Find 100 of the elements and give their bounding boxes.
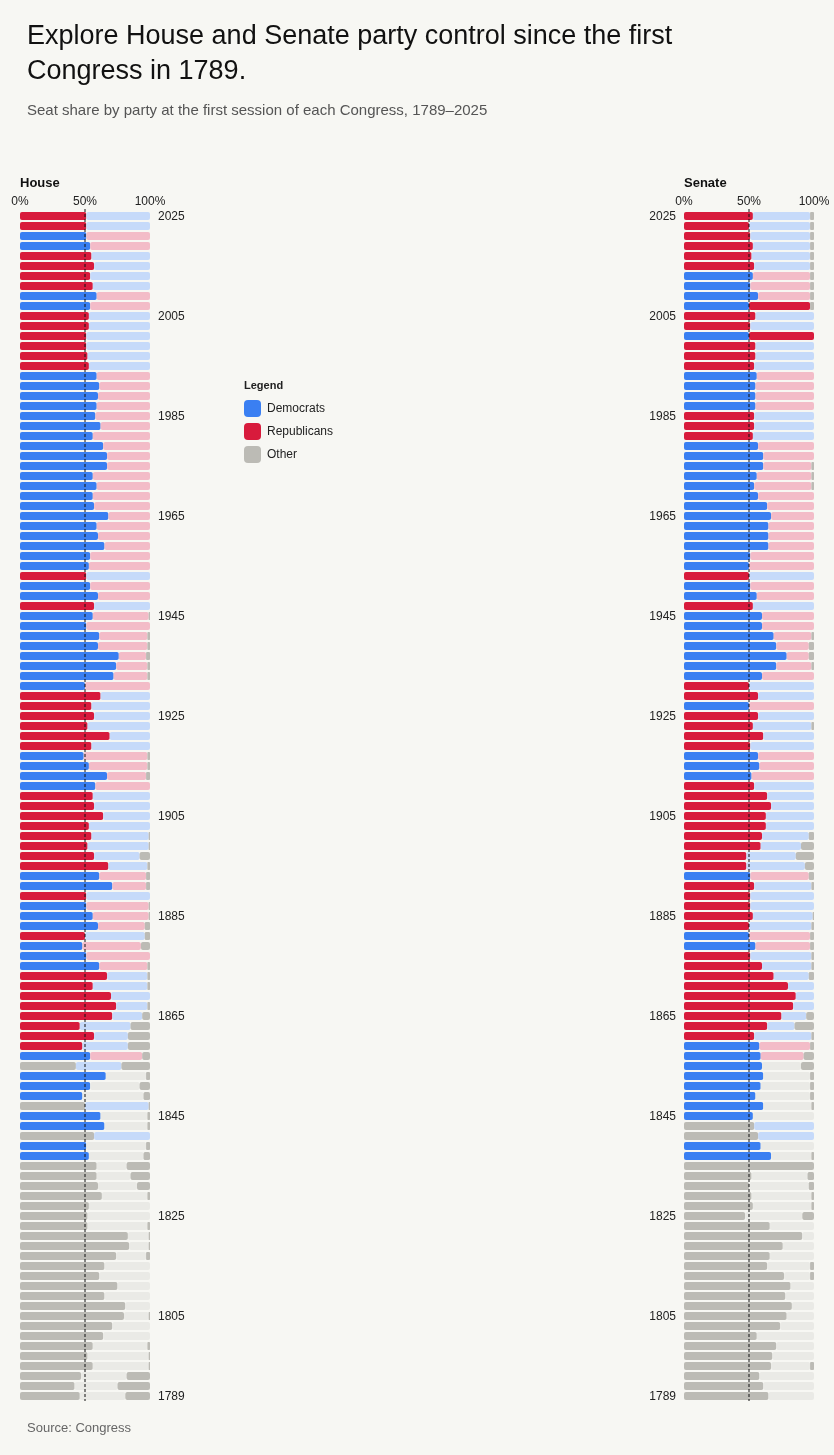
bar [684,622,762,630]
bar [101,1192,148,1200]
bar [86,572,150,580]
bar [746,852,796,860]
bar [20,1282,118,1290]
bar [750,282,811,290]
bar [127,1042,150,1050]
bar [20,1022,80,1030]
bar [684,1152,772,1160]
bar [767,792,814,800]
bar [20,1242,130,1250]
bar [802,1212,814,1220]
bar [684,282,751,290]
bar [129,1242,149,1250]
bar [20,552,91,560]
bar [142,1012,150,1020]
bar [127,1032,150,1040]
bar [752,212,811,220]
bar [749,222,811,230]
bar [762,962,812,970]
bar [684,902,751,910]
bar [763,1102,812,1110]
bar [749,932,811,940]
x-axis-title: House [20,175,60,190]
bar [20,662,117,670]
bar [86,342,150,350]
bar [810,1272,814,1280]
bar [94,712,150,720]
bar [20,1232,128,1240]
bar [139,1082,150,1090]
bar [684,1082,761,1090]
bar [751,252,811,260]
bar [806,1012,814,1020]
bar [780,1322,814,1330]
bar [749,562,814,570]
bar [684,1142,761,1150]
bar [752,272,811,280]
bar [810,1262,814,1270]
bar [20,1062,76,1070]
bar [103,812,150,820]
bar [684,1002,794,1010]
bar [811,1102,814,1110]
bar [98,922,145,930]
x-tick-label: 0% [11,194,29,208]
bar [20,712,95,720]
bar [684,1192,752,1200]
bar [684,342,756,350]
bar [92,792,150,800]
bar [20,932,85,940]
x-tick-label: 100% [134,194,166,208]
bar [116,1002,148,1010]
bar [684,982,788,990]
bar [86,892,150,900]
bar [79,1392,126,1400]
bar [86,332,150,340]
bar [772,1352,814,1360]
bar [684,1062,762,1070]
bar [20,852,95,860]
bar [754,412,814,420]
bar [86,622,150,630]
legend-title: Legend [244,379,284,391]
bar [754,362,814,370]
bar [146,652,150,660]
bar [91,742,150,750]
bar [752,1112,814,1120]
bar [147,982,150,990]
bar [87,352,150,360]
y-tick-label: 1825 [158,1209,186,1224]
bar [20,342,87,350]
bar [147,862,150,870]
bar [85,1102,149,1110]
bar [684,1312,787,1320]
bar [146,872,150,880]
bar [810,252,814,260]
bar [96,402,150,410]
bar [81,1372,127,1380]
bar [750,892,814,900]
bar [20,882,113,890]
bar [20,302,91,310]
bar [767,1262,811,1270]
bar [684,932,749,940]
bar [96,482,150,490]
bar [20,822,89,830]
bar [684,1132,759,1140]
bar [760,842,801,850]
bar [103,1332,150,1340]
bar [147,1002,150,1010]
bar [88,322,150,330]
bar [762,1062,801,1070]
bar [99,872,147,880]
y-tick-label: 1789 [158,1389,186,1404]
bar [20,402,97,410]
bar [684,1392,769,1400]
bar [762,612,814,620]
bar [684,702,749,710]
bar [684,1032,755,1040]
bar [94,602,150,610]
bar [20,412,96,420]
bar [684,782,755,790]
bar [126,1162,150,1170]
